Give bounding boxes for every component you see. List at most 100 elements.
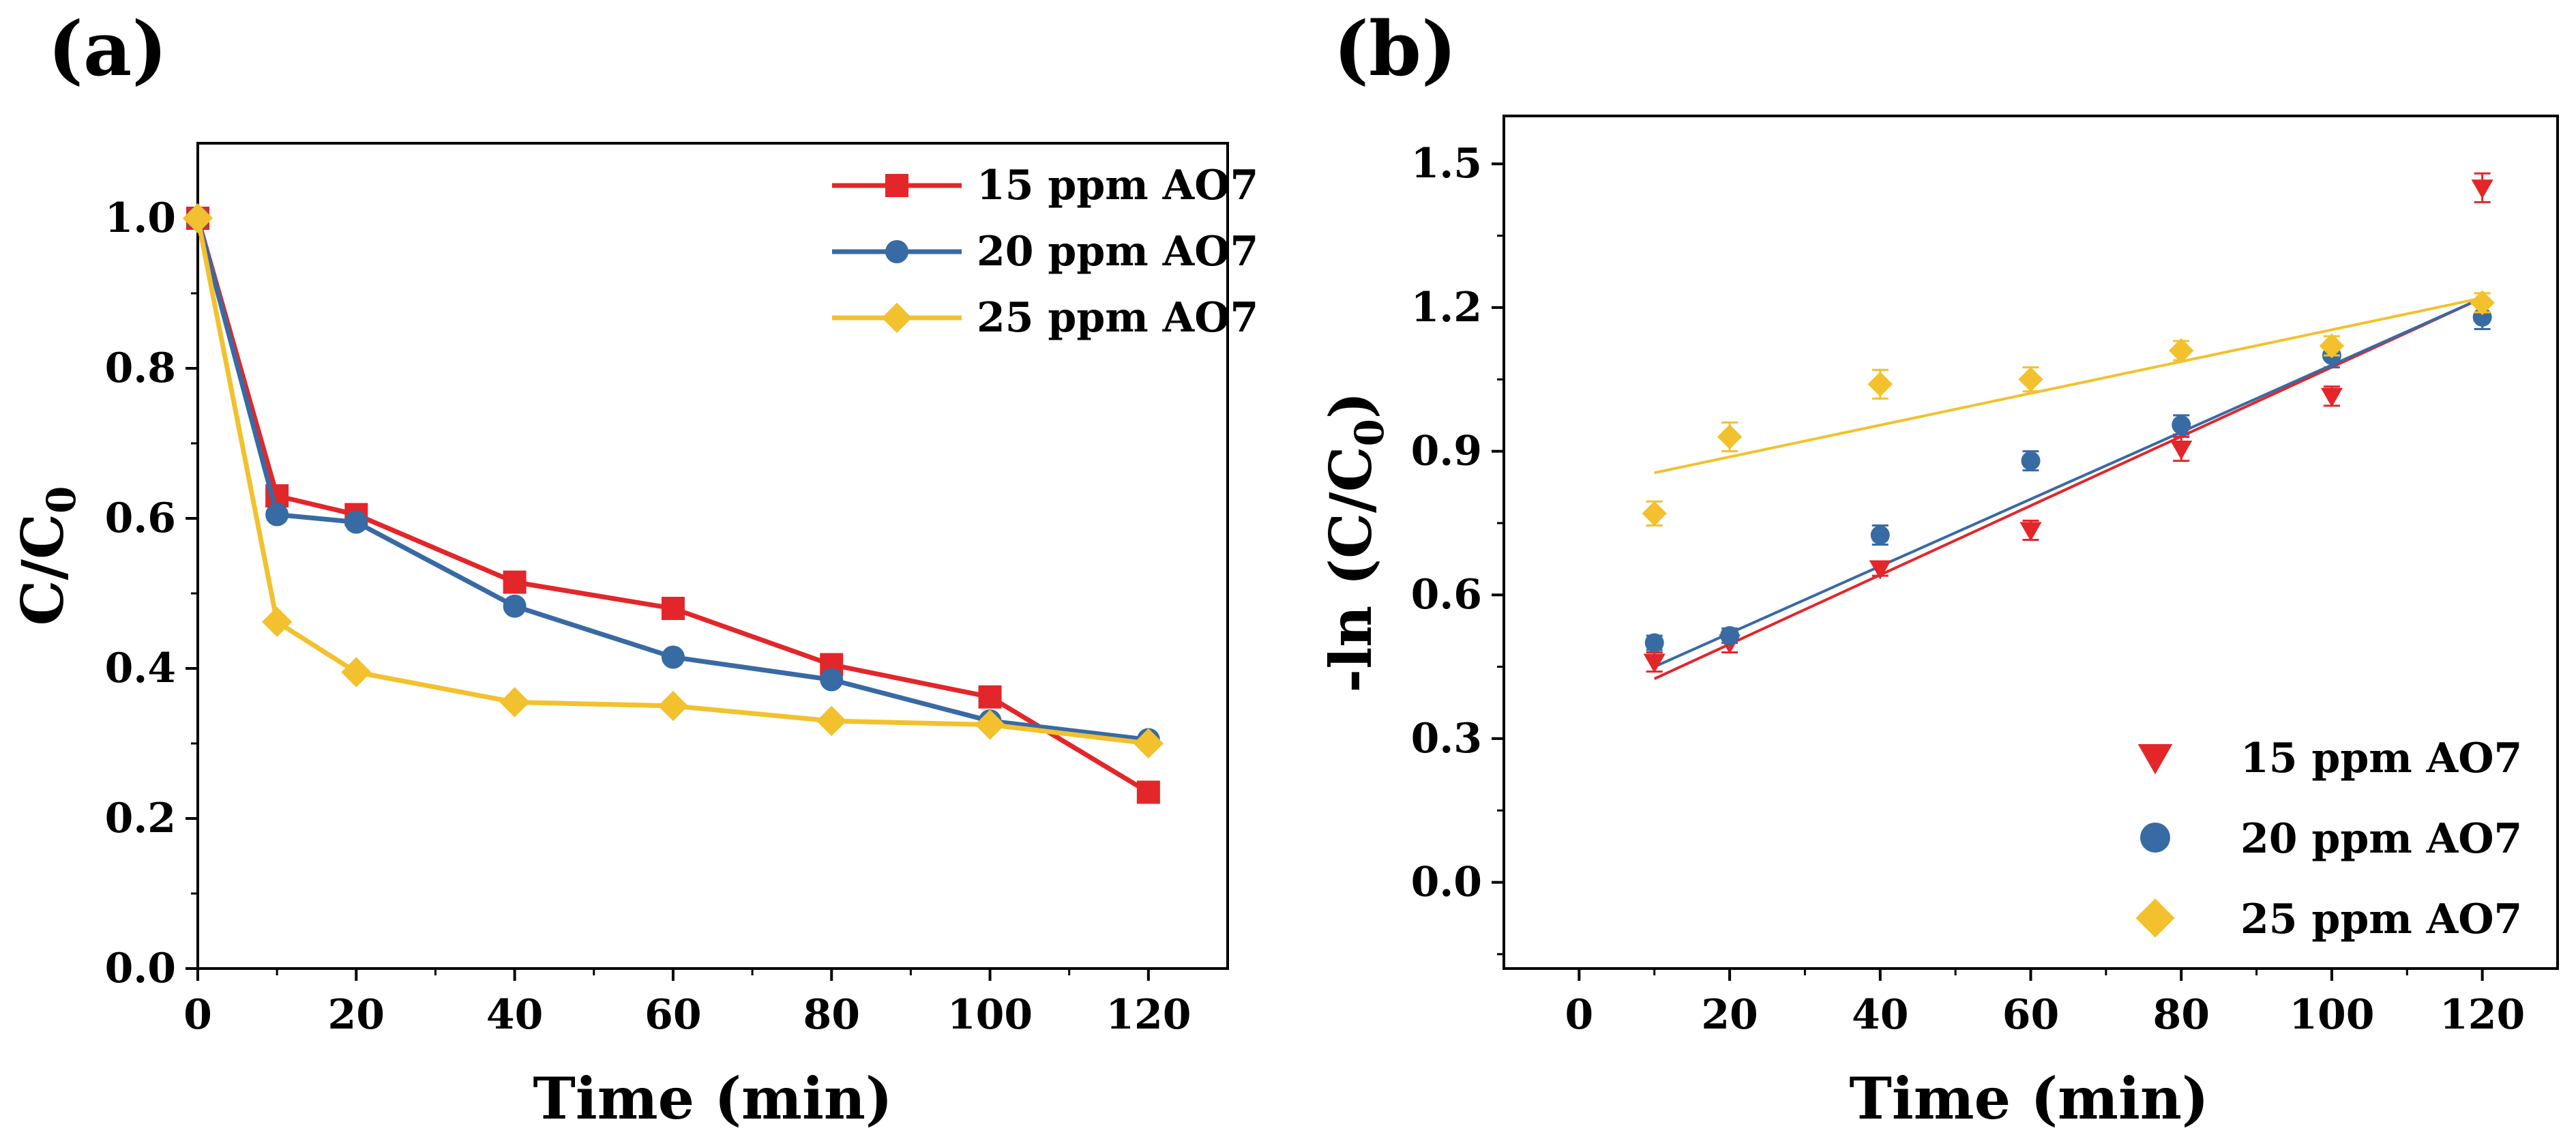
x-tick-label: 0 bbox=[183, 991, 212, 1039]
data-point bbox=[503, 594, 527, 618]
x-tick-label: 120 bbox=[2440, 991, 2525, 1039]
data-point bbox=[2320, 387, 2343, 407]
panel-b-y-axis-title-close: ) bbox=[1317, 392, 1385, 419]
panel-a-chart: (a) 0 20 40 60 80 100 120 0.0 0.2 0.4 0.6 0.8 1.0 15… bbox=[9, 5, 1258, 1132]
x-tick-label: 60 bbox=[645, 991, 702, 1039]
data-point bbox=[2018, 367, 2043, 392]
y-tick-label: 0.0 bbox=[1411, 859, 1482, 906]
panel-a-legend: 15 ppm AO7 20 ppm AO7 25 ppm AO7 bbox=[832, 162, 1258, 342]
panel-a-series bbox=[182, 203, 1164, 804]
y-tick-label: 0.6 bbox=[105, 494, 176, 542]
panel-b-y-axis-title-main: -ln (C/C bbox=[1317, 446, 1385, 692]
x-tick-label: 40 bbox=[1852, 991, 1909, 1039]
data-point bbox=[657, 690, 689, 722]
x-tick-label: 120 bbox=[1106, 991, 1191, 1039]
data-point bbox=[182, 203, 213, 234]
legend-marker bbox=[885, 240, 908, 263]
panel-a-x-axis-title: Time (min) bbox=[533, 1065, 892, 1132]
legend-marker bbox=[2140, 823, 2170, 853]
data-point bbox=[1717, 424, 1743, 449]
legend-label: 25 ppm AO7 bbox=[977, 294, 1258, 342]
panel-a-label: (a) bbox=[48, 5, 167, 93]
fit-line-1 bbox=[1653, 297, 2483, 668]
panel-a-axes: 0 20 40 60 80 100 120 0.0 0.2 0.4 0.6 0.8 1.0 bbox=[105, 194, 1191, 1039]
legend-label: 15 ppm AO7 bbox=[977, 162, 1258, 209]
data-point bbox=[499, 687, 530, 718]
data-point bbox=[2470, 290, 2495, 316]
x-tick-label: 80 bbox=[2152, 991, 2210, 1039]
data-point bbox=[975, 709, 1005, 740]
data-point bbox=[1133, 728, 1164, 759]
y-tick-label: 0.9 bbox=[1411, 428, 1482, 475]
data-point bbox=[1642, 501, 1667, 527]
fit-line-0 bbox=[1653, 297, 2483, 680]
panel-b-y-axis-title: -ln (C/C0) bbox=[1317, 392, 1393, 692]
series-line-1 bbox=[195, 218, 1149, 742]
data-point bbox=[1867, 372, 1893, 397]
data-point bbox=[1643, 653, 1665, 673]
legend-label: 20 ppm AO7 bbox=[2240, 815, 2522, 863]
panel-a-y-axis-title-main: C/C bbox=[9, 514, 76, 625]
data-point bbox=[262, 606, 293, 637]
legend-label: 25 ppm AO7 bbox=[2240, 896, 2522, 943]
x-tick-label: 80 bbox=[803, 991, 860, 1039]
data-point bbox=[1644, 633, 1664, 653]
series-line-0 bbox=[195, 218, 1150, 795]
x-tick-label: 100 bbox=[947, 991, 1033, 1039]
legend-label: 15 ppm AO7 bbox=[2240, 735, 2522, 782]
data-point bbox=[816, 705, 847, 737]
panel-b-axes: 0 20 40 60 80 100 120 0.0 0.3 0.6 0.9 1.2 1.5 bbox=[1411, 140, 2526, 1039]
fit-line-2 bbox=[1654, 296, 2483, 475]
data-point bbox=[661, 645, 685, 669]
y-tick-label: 0.4 bbox=[105, 645, 176, 692]
data-point bbox=[2170, 440, 2193, 460]
data-point bbox=[341, 657, 372, 688]
y-tick-label: 0.8 bbox=[105, 344, 176, 392]
panel-b-series bbox=[1642, 172, 2495, 680]
legend-label: 20 ppm AO7 bbox=[977, 228, 1258, 276]
x-tick-label: 20 bbox=[328, 991, 385, 1039]
legend-marker bbox=[881, 302, 913, 334]
x-tick-label: 100 bbox=[2289, 991, 2374, 1039]
legend-marker bbox=[2135, 898, 2175, 938]
x-tick-label: 60 bbox=[2002, 991, 2060, 1039]
y-tick-label: 0.3 bbox=[1411, 715, 1482, 763]
data-point bbox=[503, 570, 527, 594]
data-point bbox=[1136, 780, 1160, 804]
x-tick-label: 40 bbox=[486, 991, 544, 1039]
y-tick-label: 0.2 bbox=[105, 795, 176, 842]
data-point bbox=[2172, 415, 2191, 434]
y-tick-label: 0.0 bbox=[105, 945, 176, 992]
data-point bbox=[2021, 451, 2041, 471]
legend-marker bbox=[2137, 744, 2173, 775]
panel-b-y-axis-title-sub: 0 bbox=[1346, 419, 1393, 446]
data-point bbox=[2169, 338, 2194, 364]
panel-b-x-axis-title: Time (min) bbox=[1849, 1065, 2208, 1132]
panel-b-label: (b) bbox=[1333, 5, 1457, 93]
data-point bbox=[2019, 522, 2042, 542]
x-tick-label: 20 bbox=[1701, 991, 1758, 1039]
series-line-2 bbox=[195, 218, 1149, 746]
y-tick-label: 1.2 bbox=[1411, 284, 1482, 331]
data-point bbox=[344, 510, 368, 534]
data-point bbox=[1869, 560, 1891, 580]
data-point bbox=[265, 503, 289, 527]
legend-marker bbox=[885, 174, 908, 197]
panel-a-plot-frame bbox=[196, 142, 1229, 970]
data-point bbox=[1870, 525, 1890, 545]
y-tick-label: 0.6 bbox=[1411, 571, 1482, 619]
data-point bbox=[661, 597, 685, 620]
panel-a-y-axis-title-sub: 0 bbox=[38, 486, 85, 514]
x-tick-label: 0 bbox=[1565, 991, 1593, 1039]
data-point bbox=[2471, 179, 2493, 199]
panel-a-y-axis-title: C/C0 bbox=[9, 486, 85, 626]
data-point bbox=[1720, 625, 1740, 645]
data-point bbox=[820, 668, 844, 692]
data-point bbox=[2319, 333, 2345, 359]
panel-b-legend: 15 ppm AO7 20 ppm AO7 25 ppm AO7 bbox=[2135, 735, 2522, 943]
y-tick-label: 1.0 bbox=[105, 194, 176, 242]
panel-b-chart: (b) 0 20 40 60 80 100 120 0.0 0.3 0.6 0.9 1.2 1.5 15… bbox=[1317, 5, 2559, 1132]
data-point bbox=[978, 685, 1002, 709]
y-tick-label: 1.5 bbox=[1411, 140, 1482, 188]
